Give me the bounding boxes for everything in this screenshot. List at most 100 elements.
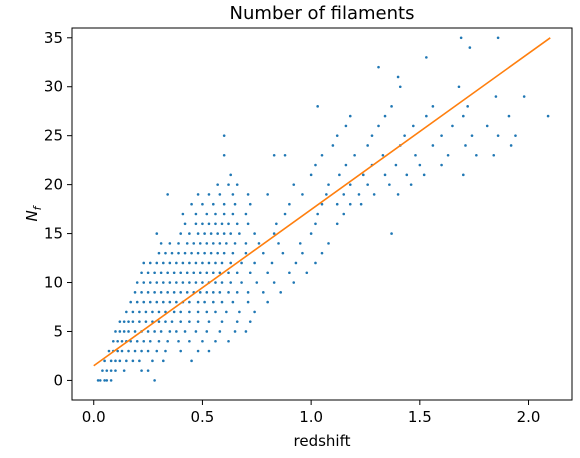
scatter-point [105, 369, 109, 372]
scatter-point [496, 134, 500, 137]
scatter-point [398, 85, 402, 89]
scatter-point [146, 330, 150, 333]
x-axis-label: redshift [294, 432, 351, 450]
scatter-point [205, 271, 209, 275]
scatter-point [159, 330, 163, 333]
scatter-point [196, 300, 200, 304]
scatter-point [468, 46, 472, 49]
scatter-point [188, 300, 191, 304]
scatter-point [151, 310, 154, 314]
scatter-point [135, 300, 139, 304]
scatter-point [179, 232, 182, 235]
scatter-point [120, 349, 124, 353]
scatter-point [201, 261, 204, 265]
scatter-point [227, 271, 230, 275]
scatter-point [179, 320, 182, 323]
scatter-point [216, 183, 219, 186]
scatter-point [277, 242, 280, 245]
y-axis-label-subscript: f [31, 204, 44, 210]
scatter-point [459, 36, 463, 40]
scatter-point [166, 271, 169, 275]
scatter-point [214, 281, 217, 284]
scatter-point [116, 349, 119, 353]
scatter-point [122, 320, 126, 323]
scatter-point [377, 65, 380, 69]
scatter-point [157, 339, 161, 343]
scatter-point [170, 251, 174, 255]
scatter-point [146, 369, 150, 372]
scatter-point [253, 261, 256, 265]
scatter-point [205, 330, 209, 333]
scatter-point [140, 349, 143, 353]
scatter-point [133, 291, 137, 294]
scatter-point [314, 163, 317, 167]
scatter-point [131, 320, 135, 323]
scatter-point [390, 232, 393, 235]
scatter-point [207, 222, 211, 226]
scatter-point [496, 36, 500, 40]
scatter-point [403, 134, 406, 137]
scatter-point [475, 153, 478, 157]
scatter-point [114, 330, 117, 333]
scatter-point [96, 379, 100, 382]
scatter-point [225, 310, 228, 314]
scatter-point [205, 212, 209, 216]
scatter-point [194, 261, 198, 265]
scatter-point [266, 300, 269, 304]
scatter-point [118, 330, 122, 333]
scatter-point [214, 310, 217, 314]
scatter-point [348, 183, 352, 186]
scatter-point [220, 281, 224, 284]
scatter-point [457, 85, 461, 89]
scatter-point [283, 153, 287, 157]
scatter-point [166, 339, 169, 343]
scatter-point [233, 202, 237, 206]
scatter-point [201, 339, 204, 343]
scatter-point [394, 163, 398, 167]
scatter-point [209, 251, 213, 255]
scatter-point [142, 261, 146, 265]
scatter-point [231, 300, 235, 304]
y-tick-label: 30 [44, 78, 63, 96]
scatter-point [142, 339, 146, 343]
scatter-point [201, 222, 204, 226]
scatter-point [135, 339, 139, 343]
scatter-point [281, 251, 285, 255]
scatter-point [196, 349, 200, 353]
scatter-point [235, 291, 239, 294]
scatter-point [218, 193, 222, 196]
chart-title-group: Number of filaments [230, 3, 415, 24]
scatter-point [207, 349, 211, 353]
scatter-point [175, 281, 178, 284]
scatter-point [357, 193, 361, 196]
x-tick-label: 0.5 [191, 408, 215, 426]
scatter-point [327, 242, 330, 245]
scatter-point [188, 320, 191, 323]
scatter-point [353, 153, 356, 157]
scatter-point [120, 339, 124, 343]
scatter-point [309, 232, 313, 235]
scatter-point [348, 202, 352, 206]
y-tick-label: 15 [44, 225, 63, 243]
chart-title: Number of filaments [230, 3, 415, 24]
scatter-point [231, 193, 235, 196]
scatter-point [192, 271, 196, 275]
scatter-point [155, 261, 159, 265]
scatter-point [231, 212, 235, 216]
y-tick-label: 20 [44, 176, 63, 194]
scatter-point [222, 153, 226, 157]
scatter-point [257, 242, 261, 245]
x-tick-label: 1.0 [299, 408, 323, 426]
scatter-point [344, 124, 348, 128]
scatter-point [301, 251, 304, 255]
scatter-point [220, 222, 224, 226]
scatter-point [107, 349, 111, 353]
scatter-point [190, 359, 193, 363]
y-axis-label: Nf [23, 204, 44, 221]
scatter-point [288, 271, 291, 275]
scatter-point [272, 281, 276, 284]
y-axis-ticks: 0 5 10 15 20 25 30 35 [44, 29, 72, 389]
scatter-point [246, 222, 250, 226]
x-tick-label: 1.5 [408, 408, 432, 426]
scatter-point [262, 251, 265, 255]
